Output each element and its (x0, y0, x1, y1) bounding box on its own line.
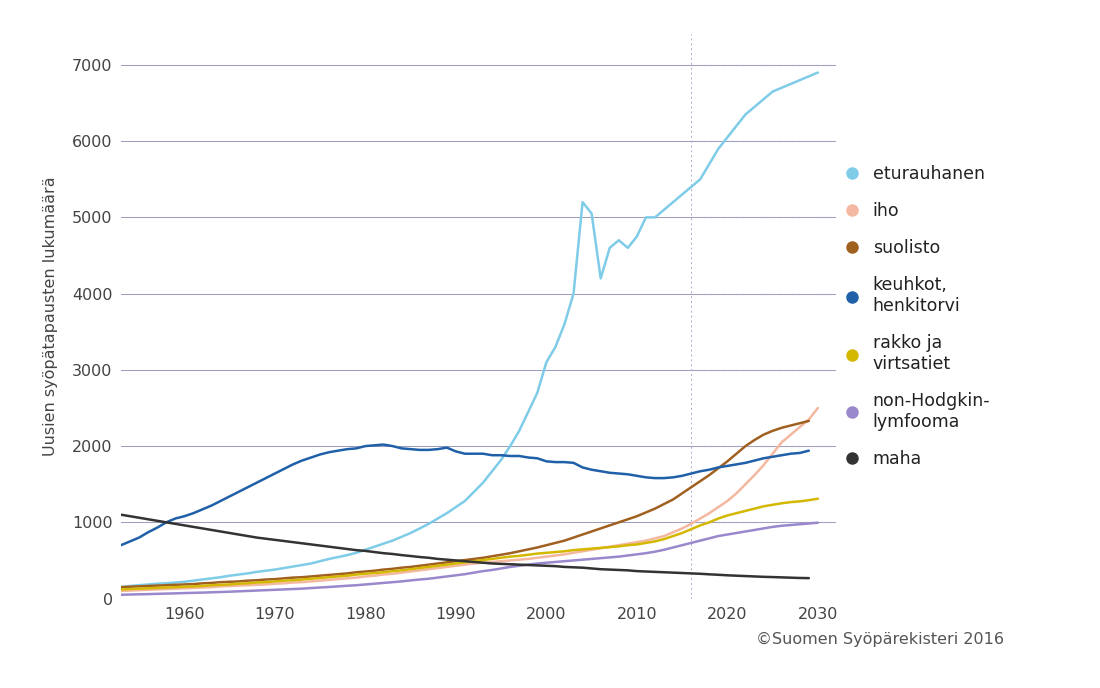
Legend: eturauhanen, iho, suolisto, keuhkot,
henkitorvi, rakko ja
virtsatiet, non-Hodgki: eturauhanen, iho, suolisto, keuhkot, hen… (851, 165, 990, 468)
Y-axis label: Uusien syöpätapausten lukumäärä: Uusien syöpätapausten lukumäärä (43, 177, 58, 456)
Text: ©Suomen Syöpärekisteri 2016: ©Suomen Syöpärekisteri 2016 (756, 632, 1004, 647)
